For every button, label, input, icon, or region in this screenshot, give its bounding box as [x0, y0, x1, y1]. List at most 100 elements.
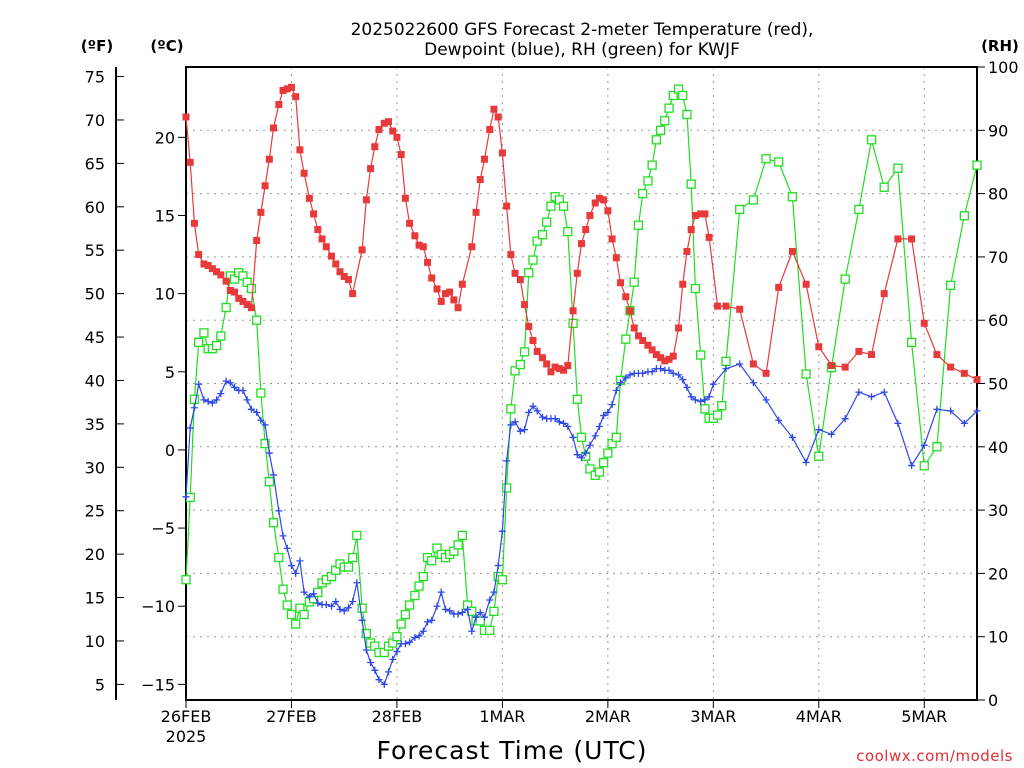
rh-point — [357, 603, 367, 613]
dewpoint-point — [736, 360, 744, 368]
dewpoint-point — [675, 371, 683, 379]
rh-point — [274, 552, 284, 563]
dewpoint-point — [270, 471, 278, 479]
2-meter-temperature-point — [300, 169, 308, 177]
x-tick-label: 26FEB — [161, 707, 212, 726]
dewpoint-series — [182, 360, 981, 688]
rh-point — [410, 590, 420, 601]
2-meter-temperature-point — [424, 258, 432, 266]
2-meter-temperature-point — [401, 194, 409, 202]
rh-point — [598, 457, 609, 468]
rh-point — [282, 600, 292, 610]
dewpoint-point — [476, 608, 484, 616]
dewpoint-point — [472, 613, 480, 621]
dewpoint-point — [375, 676, 383, 684]
2-meter-temperature-point — [622, 293, 630, 301]
2-meter-temperature-point — [516, 276, 524, 284]
2-meter-temperature-point — [920, 319, 928, 327]
rh-point — [519, 347, 530, 357]
dewpoint-point — [353, 579, 361, 587]
rh-point — [879, 182, 889, 192]
2-meter-temperature-point — [428, 274, 436, 282]
dewpoint-point — [595, 422, 603, 430]
rh-point — [181, 575, 191, 585]
dewpoint-point — [626, 371, 634, 379]
2-meter-temperature-point — [480, 155, 488, 163]
2-meter-temperature-point — [283, 85, 291, 93]
watermark-text: coolwx.com/models — [856, 747, 1013, 765]
2-meter-temperature-point — [762, 369, 770, 377]
dewpoint-point — [560, 419, 568, 427]
2-meter-temperature-point — [639, 337, 647, 345]
dewpoint-point — [419, 627, 427, 635]
rh-point — [537, 230, 548, 240]
2-meter-temperature-point — [564, 362, 572, 370]
2-meter-temperature-point — [691, 211, 699, 219]
2-meter-temperature-point — [947, 363, 955, 371]
rh-point — [629, 277, 639, 287]
2-meter-temperature-point — [195, 251, 203, 259]
dewpoint-point — [709, 380, 717, 388]
dewpoint-point — [296, 557, 304, 565]
2-meter-temperature-point — [182, 113, 190, 121]
2-meter-temperature-point — [722, 302, 730, 310]
2-meter-temperature-point — [973, 376, 981, 384]
right-unit-label-rh: (RH) — [981, 37, 1019, 55]
2-meter-temperature-point — [292, 93, 300, 101]
dewpoint-point — [657, 365, 665, 373]
2-meter-temperature-point — [714, 302, 722, 310]
rh-point — [664, 103, 674, 113]
dewpoint-point — [389, 655, 397, 663]
dewpoint-point — [446, 607, 454, 615]
x-tick-label: 3MAR — [690, 707, 736, 726]
dewpoint-point — [973, 407, 981, 415]
dewpoint-point — [222, 377, 230, 385]
dewpoint-point — [648, 368, 656, 376]
2-meter-temperature-point — [190, 219, 198, 227]
dewpoint-point — [679, 376, 687, 384]
fahrenheit-tick-label: 55 — [85, 241, 105, 260]
dewpoint-point — [328, 602, 336, 610]
2-meter-temperature-point — [827, 362, 835, 370]
2-meter-temperature-point — [362, 196, 370, 204]
rh-point — [712, 410, 723, 420]
dewpoint-point — [480, 613, 488, 621]
2-meter-temperature-point — [529, 337, 537, 345]
2-meter-temperature-point — [186, 158, 194, 166]
rh-tick-label: 80 — [988, 185, 1008, 204]
dewpoint-point — [275, 507, 283, 515]
2-meter-temperature-point — [521, 301, 529, 309]
rh-point — [717, 401, 727, 411]
2-meter-temperature-point — [314, 226, 322, 234]
dewpoint-point — [551, 415, 559, 423]
rh-point — [945, 280, 956, 291]
dewpoint-point — [665, 366, 673, 374]
left-unit-label-f: (ºF) — [81, 37, 113, 55]
2-meter-temperature-point — [630, 324, 638, 332]
2-meter-temperature-point — [231, 288, 239, 296]
rh-point — [959, 211, 969, 221]
chart-title-line-1: 2025022600 GFS Forecast 2-meter Temperat… — [351, 20, 814, 40]
rh-tick-label: 10 — [988, 628, 1008, 647]
tick-labels: 26FEB 27FEB 28FEB 1MAR 2MAR 3MAR 4MAR 5MAR 20 15 1… — [85, 58, 1019, 726]
dewpoint-point — [190, 404, 198, 412]
fahrenheit-tick-label: 60 — [85, 198, 105, 217]
dewpoint-point — [195, 380, 203, 388]
rh-point — [761, 154, 771, 164]
rh-point — [427, 556, 437, 566]
dewpoint-point — [762, 396, 770, 404]
dewpoint-point — [827, 430, 835, 438]
dewpoint-point — [283, 544, 291, 552]
rh-point — [801, 369, 811, 379]
2-meter-temperature-point — [608, 235, 616, 243]
2-meter-temperature-point — [569, 307, 577, 315]
dewpoint-point — [300, 588, 308, 596]
dewpoint-point — [697, 397, 705, 405]
celsius-tick-label: −15 — [141, 675, 175, 694]
rh-point — [418, 571, 428, 582]
2-meter-temperature-point — [270, 124, 278, 132]
dewpoint-point — [226, 379, 234, 387]
rh-point — [343, 562, 354, 572]
